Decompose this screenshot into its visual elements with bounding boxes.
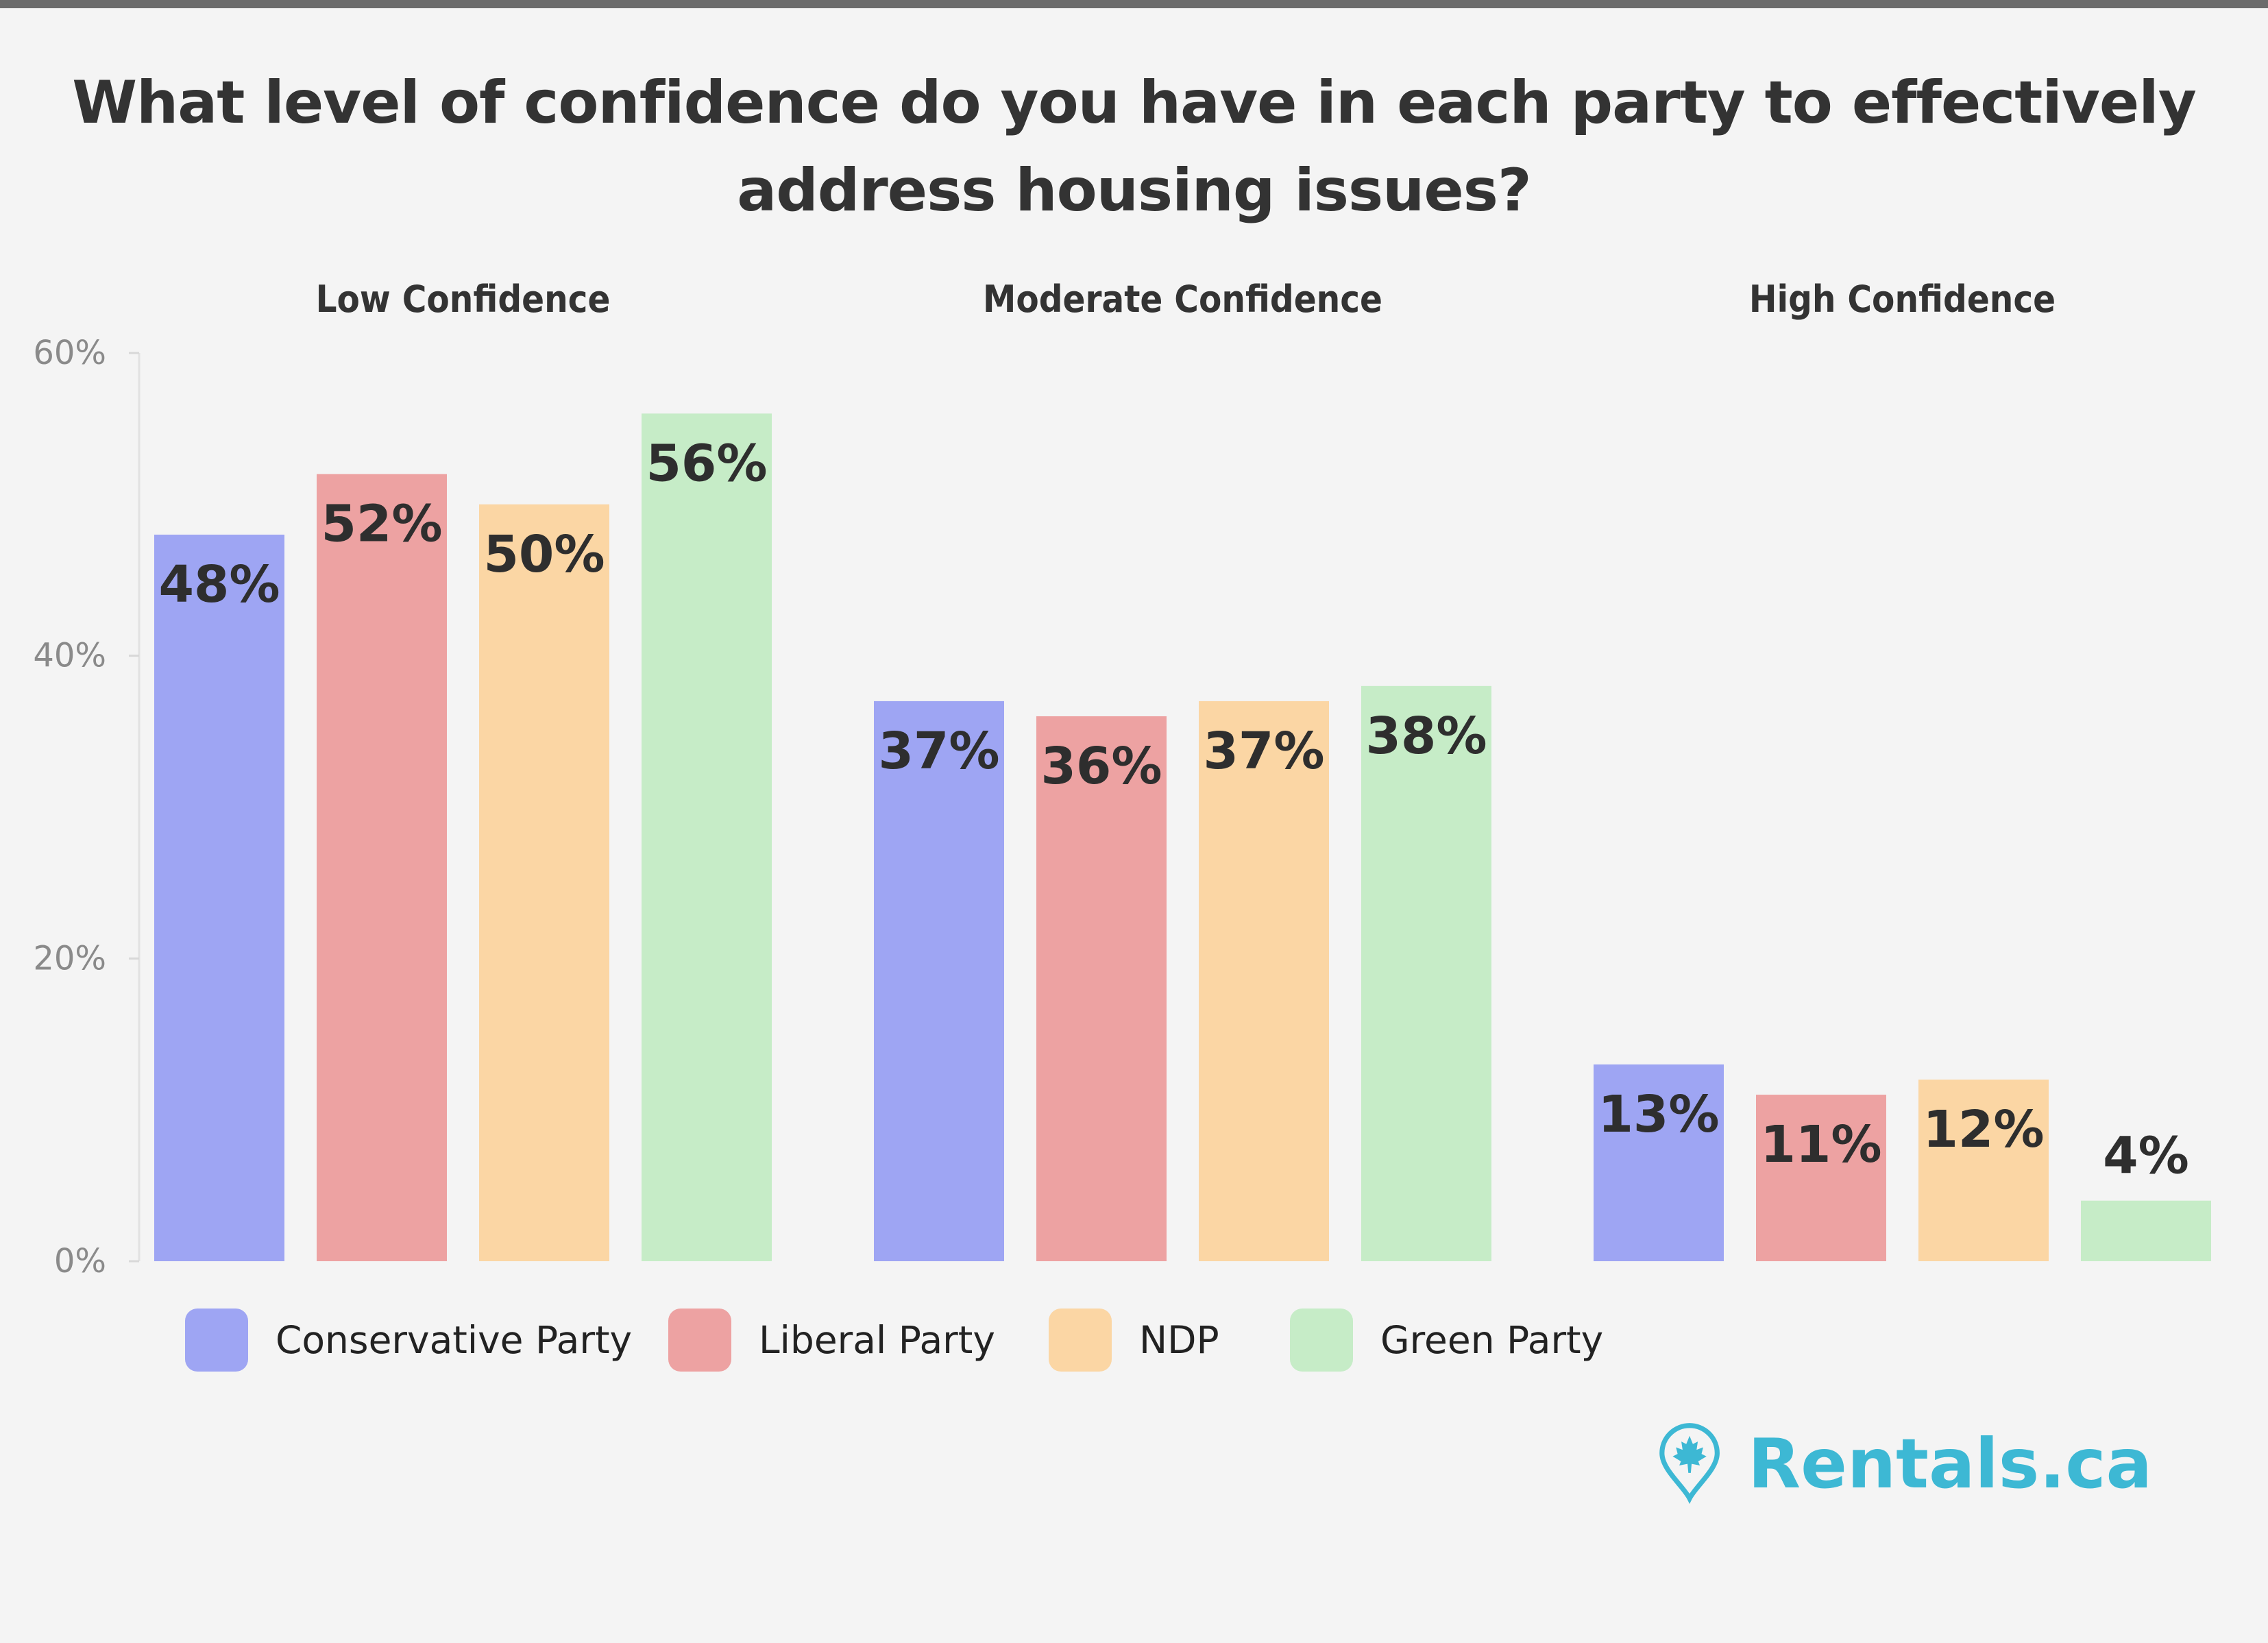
legend-label-green: Green Party <box>1380 1318 1604 1362</box>
legend-item-ndp: NDP <box>1049 1306 1219 1374</box>
bar <box>1036 716 1167 1261</box>
y-tick-label: 40% <box>33 637 106 675</box>
category-label: Moderate Confidence <box>983 278 1382 321</box>
legend-label-conservative: Conservative Party <box>276 1318 633 1362</box>
y-tick-label: 60% <box>33 334 106 372</box>
legend-item-green: Green Party <box>1290 1306 1603 1374</box>
bar <box>874 701 1004 1261</box>
bar <box>1918 1080 2049 1261</box>
data-label: 36% <box>1040 737 1162 796</box>
legend-swatch-conservative <box>185 1309 248 1372</box>
bar <box>1361 685 1491 1261</box>
data-label: 4% <box>2103 1127 2189 1186</box>
legend-swatch-green <box>1290 1309 1353 1372</box>
map-pin-maple-leaf-icon <box>1659 1423 1720 1505</box>
bar <box>1756 1095 1886 1261</box>
data-label: 38% <box>1365 707 1487 766</box>
data-label: 48% <box>158 555 280 614</box>
data-label: 37% <box>878 722 999 781</box>
chart-title-line-1: What level of confidence do you have in … <box>72 69 2197 137</box>
data-label: 37% <box>1203 722 1324 781</box>
brand-name: Rentals.ca <box>1748 1423 2152 1504</box>
brand-logo: Rentals.ca <box>1659 1398 2152 1529</box>
data-label: 13% <box>1598 1085 1719 1144</box>
data-label: 11% <box>1760 1115 1881 1174</box>
category-label: Low Confidence <box>316 278 611 321</box>
legend: Conservative Party Liberal Party NDP Gre… <box>185 1306 1693 1381</box>
legend-swatch-liberal <box>668 1309 731 1372</box>
bar <box>1199 701 1329 1261</box>
data-label: 50% <box>483 525 605 584</box>
legend-item-liberal: Liberal Party <box>668 1306 995 1374</box>
bar <box>479 504 609 1262</box>
bar <box>154 535 284 1261</box>
bar <box>642 413 772 1262</box>
bar <box>317 474 447 1261</box>
y-tick-label: 0% <box>54 1242 106 1280</box>
category-label: High Confidence <box>1749 278 2056 321</box>
legend-item-conservative: Conservative Party <box>185 1306 632 1374</box>
legend-swatch-ndp <box>1049 1309 1112 1372</box>
data-label: 52% <box>321 495 442 554</box>
legend-label-liberal: Liberal Party <box>759 1318 995 1362</box>
chart-title-line-2: address housing issues? <box>737 156 1532 225</box>
bar <box>2081 1200 2211 1261</box>
data-label: 56% <box>646 434 767 493</box>
legend-label-ndp: NDP <box>1139 1318 1219 1362</box>
bar <box>1594 1064 1724 1261</box>
top-rule <box>0 0 2268 8</box>
bar-chart: 0% 20% 40% 60% Low Confidence 48% 52% 50% 56% Mod… <box>33 278 2211 1280</box>
data-label: 12% <box>1923 1100 2044 1159</box>
y-tick-label: 20% <box>33 939 106 977</box>
